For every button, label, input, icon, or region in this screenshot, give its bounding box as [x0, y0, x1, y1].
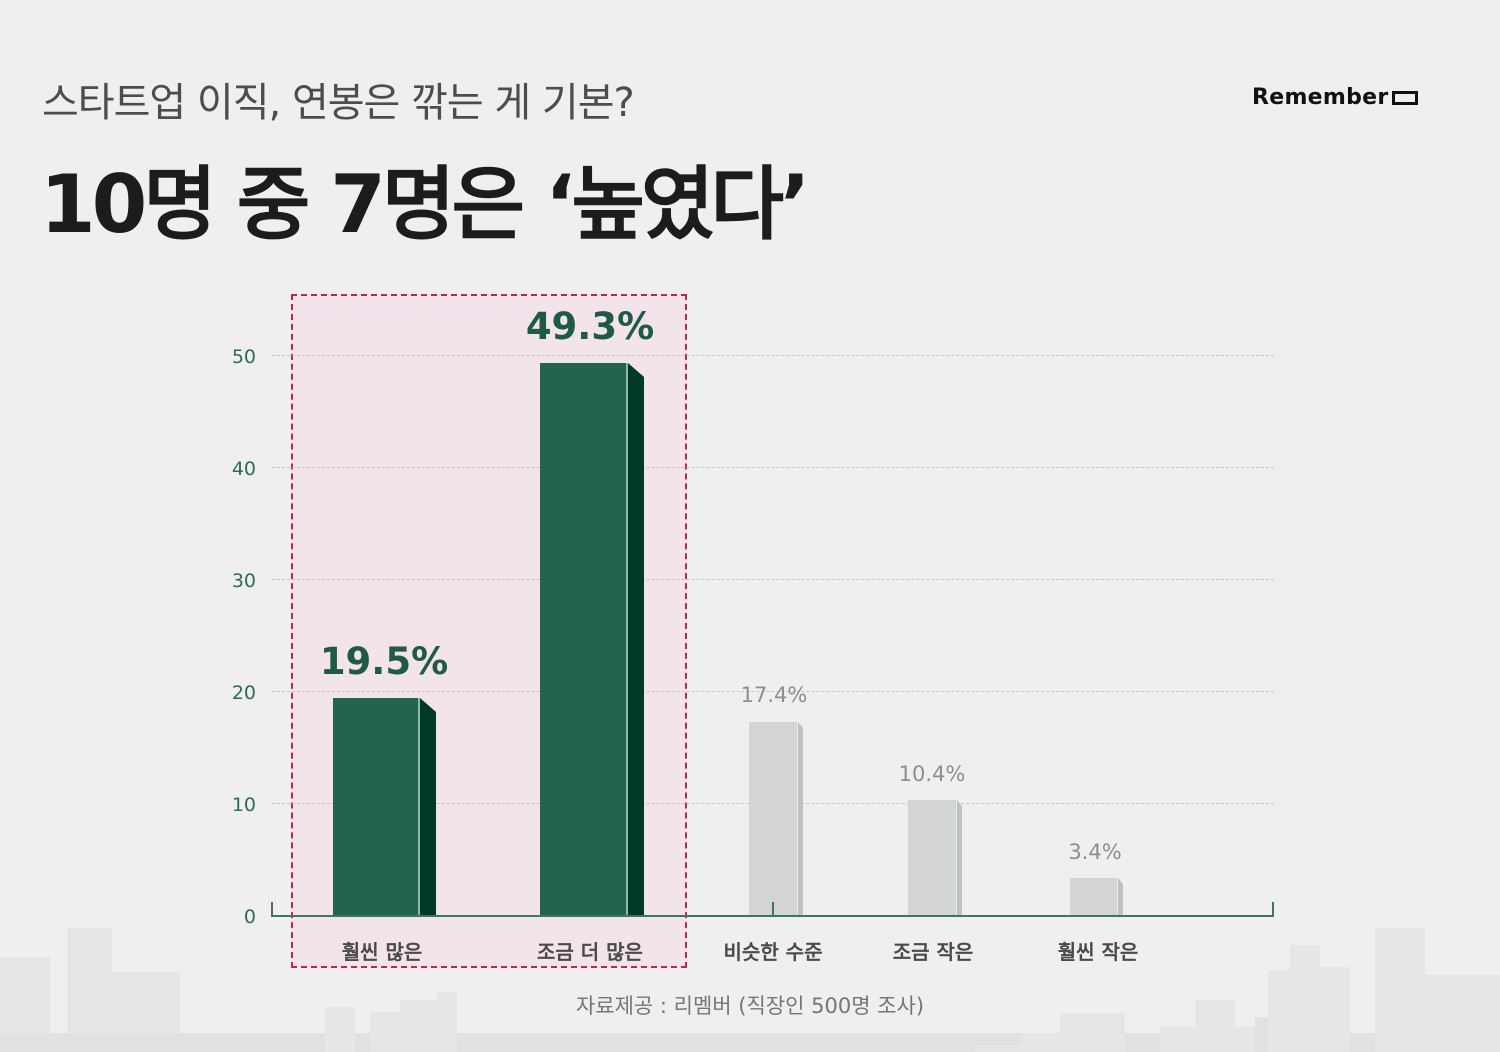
- value-label: 3.4%: [1068, 840, 1122, 864]
- y-tick-label: 0: [243, 906, 256, 928]
- value-label: 49.3%: [525, 305, 655, 348]
- remember-logo: Remember: [1252, 85, 1418, 110]
- logo-box-icon: [1391, 90, 1418, 105]
- source-note: 자료제공 : 리멤버 (직장인 500명 조사): [575, 994, 925, 1018]
- category-label: 훨씬 많은: [341, 940, 423, 964]
- axis-tick: [271, 902, 273, 917]
- gridline-30: [272, 579, 1274, 580]
- axis-tick: [1272, 902, 1274, 917]
- logo-text: Remember: [1252, 85, 1389, 110]
- category-label: 조금 작은: [892, 940, 974, 964]
- category-label: 훨씬 작은: [1057, 940, 1139, 964]
- gridline-40: [272, 467, 1274, 468]
- bar-slightly-higher: [540, 363, 644, 916]
- y-tick-label: 40: [231, 458, 256, 480]
- gridline-20: [272, 691, 1274, 692]
- category-label: 비슷한 수준: [723, 940, 823, 964]
- bar-slightly-lower: [908, 800, 962, 916]
- bar-much-lower: [1070, 878, 1123, 916]
- value-label: 10.4%: [898, 762, 966, 786]
- y-tick-label: 20: [231, 682, 256, 704]
- gridline-50: [272, 355, 1274, 356]
- value-label: 17.4%: [740, 683, 808, 707]
- y-tick-label: 50: [231, 346, 256, 368]
- subtitle: 스타트업 이직, 연봉은 깎는 게 기본?: [42, 80, 635, 126]
- y-tick-label: 10: [231, 794, 256, 816]
- page-title: 10명 중 7명은 ‘높였다’: [40, 158, 811, 251]
- category-label: 조금 더 많은: [537, 940, 643, 964]
- axis-tick: [772, 902, 774, 917]
- bar-much-higher: [333, 698, 436, 916]
- y-tick-label: 30: [231, 570, 256, 592]
- bar-similar: [749, 722, 803, 916]
- value-label: 19.5%: [319, 640, 449, 683]
